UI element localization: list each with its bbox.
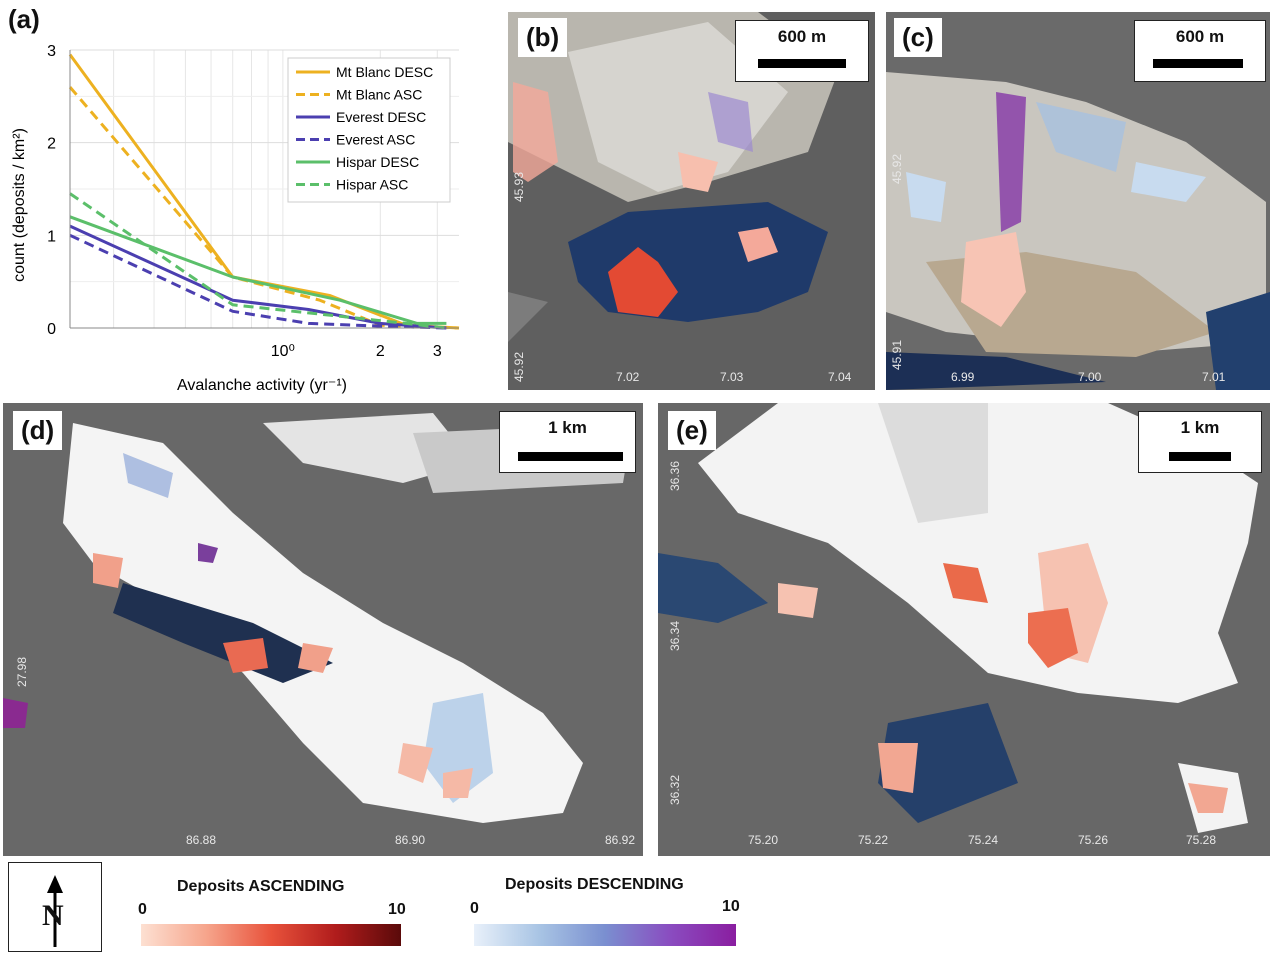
lon-label-c-2: 7.00 xyxy=(1078,370,1102,384)
panel-label-b: (b) xyxy=(518,18,568,57)
lon-label-e-2: 75.22 xyxy=(858,833,889,847)
scale-bar-d: 1 km xyxy=(499,411,636,473)
legend-label-0: Mt Blanc DESC xyxy=(336,64,433,80)
series-line-5 xyxy=(69,192,447,330)
panel-label-c: (c) xyxy=(894,18,942,57)
legend-label-2: Everest DESC xyxy=(336,109,426,125)
lat-label-e-3: 36.32 xyxy=(668,774,682,805)
x-tick-label: 10⁰ xyxy=(271,343,295,360)
x-axis-label: Avalanche activity (yr⁻¹) xyxy=(177,377,347,394)
map-panel-c: (c) 600 m 6.99 7.00 7.01 45.92 45.91 xyxy=(886,12,1270,390)
lon-label-c-3: 7.01 xyxy=(1202,370,1226,384)
north-arrow-box: N xyxy=(8,862,102,952)
lon-label-d-3: 86.92 xyxy=(605,833,636,847)
lat-label-d-1: 27.98 xyxy=(15,656,29,687)
series-line-4 xyxy=(69,215,447,325)
legend-label-5: Hispar ASC xyxy=(336,177,408,193)
panel-label-d: (d) xyxy=(13,411,63,450)
lon-label-e-1: 75.20 xyxy=(748,833,779,847)
asc-colorbar xyxy=(141,924,401,946)
scale-bar-line-e xyxy=(1169,452,1231,461)
north-letter: N xyxy=(42,899,64,932)
asc-colorbar-title: Deposits ASCENDING xyxy=(177,878,345,895)
series-line-2 xyxy=(69,224,447,330)
y-axis-label: count (deposits / km²) xyxy=(11,128,28,282)
lon-label-c-1: 6.99 xyxy=(951,370,975,384)
scale-bar-line-c xyxy=(1153,59,1243,68)
lat-label-b-1: 45.93 xyxy=(512,171,526,202)
scale-text-e: 1 km xyxy=(1180,418,1220,437)
lon-label-e-4: 75.26 xyxy=(1078,833,1109,847)
map-panel-b: (b) 600 m 7.02 7.03 7.04 45.93 45.92 xyxy=(508,12,875,390)
scale-bar-line-b xyxy=(758,59,846,68)
panel-label-e: (e) xyxy=(668,411,716,450)
scale-bar-e: 1 km xyxy=(1138,411,1262,473)
lon-label-e-3: 75.24 xyxy=(968,833,999,847)
scale-bar-b: 600 m xyxy=(735,20,869,82)
x-tick-label: 3 xyxy=(433,343,442,360)
scale-bar-c: 600 m xyxy=(1134,20,1266,82)
map-panel-e: (e) 1 km 75.20 75.22 75.24 75.26 75.28 3… xyxy=(658,403,1270,856)
asc-colorbar-min: 0 xyxy=(138,901,147,918)
lat-label-e-2: 36.34 xyxy=(668,620,682,651)
desc-colorbar-title: Deposits DESCENDING xyxy=(505,876,684,893)
desc-colorbar-max: 10 xyxy=(722,898,740,915)
y-tick-label: 3 xyxy=(47,43,56,60)
chart-lines xyxy=(68,53,460,330)
chart-legend: Mt Blanc DESC Mt Blanc ASC Everest DESC Eve… xyxy=(287,57,451,203)
lat-label-c-2: 45.91 xyxy=(890,339,904,370)
scale-text-c: 600 m xyxy=(1175,27,1225,46)
legend-box xyxy=(287,57,451,203)
asc-colorbar-max: 10 xyxy=(388,901,406,918)
y-tick-label: 1 xyxy=(47,228,56,245)
legend-label-1: Mt Blanc ASC xyxy=(336,87,422,103)
desc-colorbar xyxy=(474,924,736,946)
scale-text-d: 1 km xyxy=(548,418,587,437)
lon-label-b-3: 7.04 xyxy=(828,370,852,384)
lon-label-b-1: 7.02 xyxy=(616,370,640,384)
series-line-1 xyxy=(68,86,460,330)
y-tick-label: 2 xyxy=(47,136,56,153)
series-line-3 xyxy=(69,233,447,330)
lat-label-c-1: 45.92 xyxy=(890,153,904,184)
scale-text-b: 600 m xyxy=(777,27,827,46)
lon-label-b-2: 7.03 xyxy=(720,370,744,384)
x-tick-label: 2 xyxy=(376,343,385,360)
north-arrow-icon xyxy=(47,875,63,947)
legend-label-4: Hispar DESC xyxy=(336,154,419,170)
lon-label-e-5: 75.28 xyxy=(1186,833,1217,847)
lat-label-b-2: 45.92 xyxy=(512,351,526,382)
lat-label-e-1: 36.36 xyxy=(668,460,682,491)
avalanche-activity-chart: 0 1 2 3 10⁰ 2 3 Mt Blanc DESC Mt Blanc ASC Evere… xyxy=(11,43,460,394)
legend-label-3: Everest ASC xyxy=(336,132,415,148)
y-tick-label: 0 xyxy=(47,321,56,338)
panel-label-a: (a) xyxy=(8,4,40,34)
desc-colorbar-min: 0 xyxy=(470,900,479,917)
map-panel-d: (d) 1 km 86.88 86.90 86.92 27.98 xyxy=(3,403,643,856)
chart-axes: 0 1 2 3 10⁰ 2 3 xyxy=(47,43,459,360)
scale-bar-line-d xyxy=(518,452,623,461)
lon-label-d-1: 86.88 xyxy=(186,833,217,847)
lon-label-d-2: 86.90 xyxy=(395,833,426,847)
